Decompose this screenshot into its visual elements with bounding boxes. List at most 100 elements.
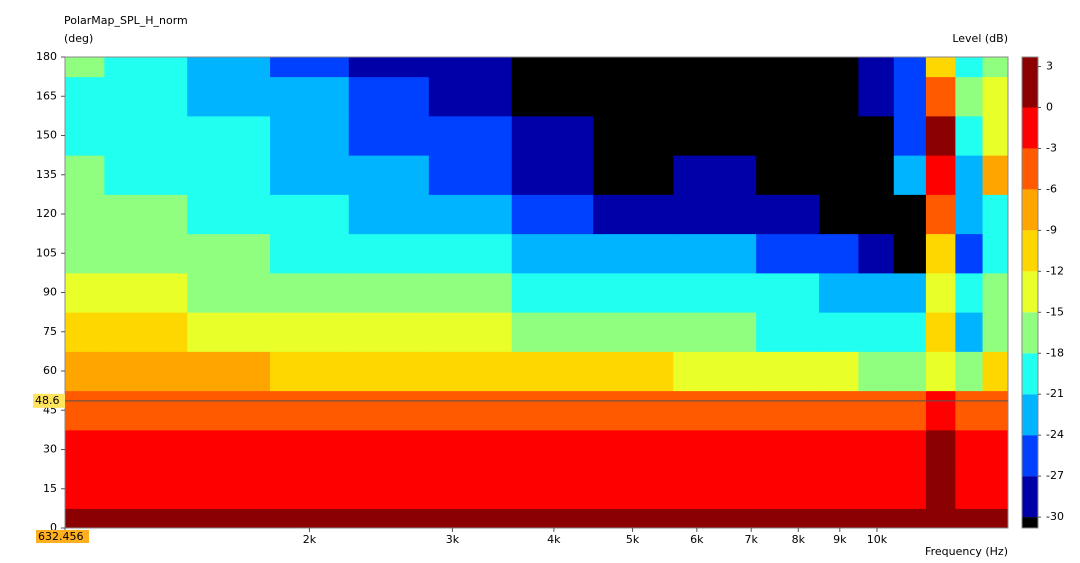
heat-cell [673, 272, 757, 313]
heat-cell [673, 155, 757, 195]
heat-cell [819, 57, 859, 78]
heat-cell [428, 469, 513, 509]
heat-cell [925, 351, 956, 392]
heat-cell [819, 155, 859, 195]
colorbar-frame [1021, 56, 1039, 529]
heat-cell [593, 429, 674, 470]
heat-cell [104, 155, 188, 195]
heat-cell [925, 508, 956, 529]
heat-cell [893, 312, 927, 352]
heat-cell [65, 312, 105, 352]
chart-title: PolarMap_SPL_H_norm [64, 14, 188, 27]
heat-cell [104, 429, 188, 470]
heat-cell [65, 390, 105, 431]
y-tick-label: 15 [43, 482, 57, 495]
heat-cell [955, 508, 984, 529]
heat-cell [104, 194, 188, 235]
heat-cell [756, 508, 820, 529]
heat-cell [925, 469, 956, 509]
heat-cell [187, 508, 271, 529]
heat-cell [348, 351, 430, 392]
heat-cell [593, 351, 674, 392]
heat-cell [819, 76, 859, 117]
heat-cell [104, 272, 188, 313]
heat-cell [756, 429, 820, 470]
heat-cell [270, 390, 350, 431]
heat-cell [187, 233, 271, 274]
heat-cell [756, 194, 820, 235]
x-tick-label: 3k [446, 533, 460, 546]
heat-cell [982, 155, 1009, 195]
heat-cell [348, 76, 430, 117]
heat-cell [104, 312, 188, 352]
heat-cell [955, 469, 984, 509]
heat-cell [982, 508, 1009, 529]
heat-cell [428, 351, 513, 392]
heat-cell [104, 469, 188, 509]
heat-cell [858, 351, 895, 392]
heat-cell [428, 115, 513, 156]
heat-cell [428, 155, 513, 195]
heat-cell [511, 155, 594, 195]
heat-cell [270, 312, 350, 352]
heat-cell [982, 233, 1009, 274]
y-tick-label: 120 [36, 207, 57, 220]
heat-cell [511, 194, 594, 235]
heat-cell [893, 469, 927, 509]
heat-cell [982, 390, 1009, 431]
heat-cell [858, 390, 895, 431]
heat-cell [428, 233, 513, 274]
cursor-x-label: 632.456 [38, 530, 84, 543]
heat-cell [893, 155, 927, 195]
heat-cell [858, 194, 895, 235]
heat-cell [593, 155, 674, 195]
heat-cell [756, 155, 820, 195]
x-tick-label: 4k [547, 533, 561, 546]
heat-cell [756, 469, 820, 509]
heat-cell [270, 155, 350, 195]
heat-cell [893, 508, 927, 529]
heat-cell [925, 194, 956, 235]
colorbar-label: Level (dB) [952, 32, 1008, 45]
heat-cell [511, 351, 594, 392]
heat-cell [673, 508, 757, 529]
heat-cell [925, 115, 956, 156]
y-tick-label: 60 [43, 364, 57, 377]
heat-cell [756, 272, 820, 313]
heat-cell [955, 390, 984, 431]
heat-cell [673, 76, 757, 117]
heat-cell [925, 233, 956, 274]
heat-cell [925, 390, 956, 431]
heat-cell [893, 194, 927, 235]
cursor-y-box [33, 393, 65, 408]
heat-cell [593, 469, 674, 509]
heat-cell [593, 272, 674, 313]
heat-cell [104, 390, 188, 431]
heat-cell [673, 233, 757, 274]
heat-cell [593, 57, 674, 78]
heat-cell [104, 115, 188, 156]
heat-cell [955, 155, 984, 195]
heat-cell [187, 312, 271, 352]
heat-cell [955, 194, 984, 235]
colorbar-tick-label: -24 [1046, 428, 1064, 441]
colorbar-tick-label: -12 [1046, 264, 1064, 277]
heat-cell [819, 115, 859, 156]
heat-cell [187, 194, 271, 235]
heat-cell [428, 272, 513, 313]
x-tick-label: 7k [745, 533, 759, 546]
heat-cell [187, 272, 271, 313]
heat-cell [270, 194, 350, 235]
heat-cell [955, 429, 984, 470]
heat-cell [925, 272, 956, 313]
heat-cell [955, 351, 984, 392]
heat-cell [65, 272, 105, 313]
heat-cell [756, 312, 820, 352]
heat-cell [511, 115, 594, 156]
colorbar-tick-label: -21 [1046, 387, 1064, 400]
heat-cell [982, 272, 1009, 313]
heat-cell [955, 272, 984, 313]
heat-cell [673, 312, 757, 352]
heat-cell [893, 272, 927, 313]
